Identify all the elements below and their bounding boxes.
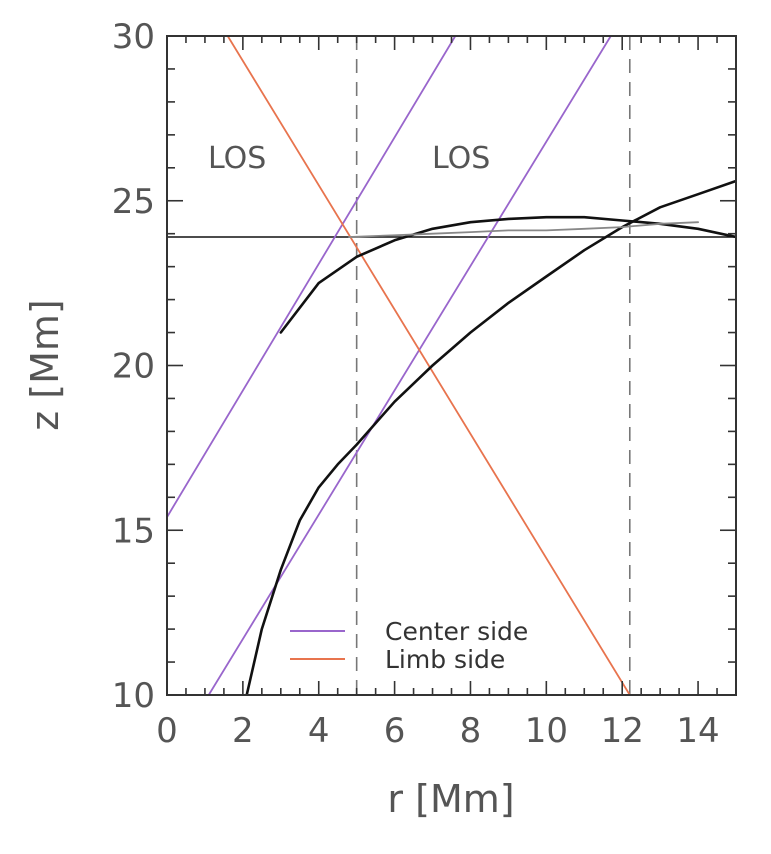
plot-lines [167,36,736,695]
annotation-los-limb: LOS [208,141,266,176]
series-line-2 [226,36,631,695]
legend-label-center: Center side [385,617,528,646]
series-line-0 [167,36,457,518]
legend-label-limb: Limb side [385,645,505,674]
x-tick-label: 12 [601,711,644,751]
x-tick-label: 10 [525,711,568,751]
x-tick-label: 4 [308,711,330,751]
x-tick-label: 2 [232,711,254,751]
tick-labels: 0 2 4 6 8 10 12 14 10 15 20 25 30 [112,17,720,751]
x-tick-label: 14 [676,711,719,751]
x-axis-label: r [Mm] [387,777,514,821]
y-tick-label: 30 [112,17,155,57]
series-line-1 [207,36,612,695]
x-tick-label: 0 [156,711,178,751]
legend: Center side Limb side [290,617,528,674]
x-tick-label: 8 [460,711,482,751]
x-tick-label: 6 [384,711,406,751]
y-axis-label: z [Mm] [23,299,67,430]
y-tick-label: 25 [112,182,155,222]
y-tick-label: 10 [112,676,155,716]
y-tick-label: 20 [112,347,155,387]
ticks [166,35,737,696]
annotation-los-center: LOS [432,141,490,176]
y-tick-label: 15 [112,511,155,551]
series-line-4 [245,179,736,695]
plot-frame [166,35,737,696]
series-line-5 [348,221,699,238]
